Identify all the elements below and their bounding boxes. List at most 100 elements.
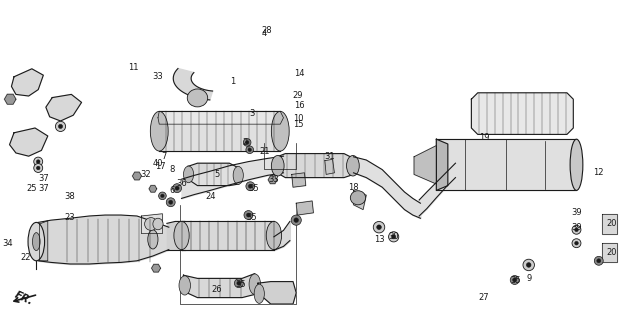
Ellipse shape: [266, 221, 282, 250]
Circle shape: [526, 263, 531, 267]
Ellipse shape: [153, 218, 163, 230]
Text: 15: 15: [293, 120, 303, 129]
Text: 35: 35: [247, 213, 257, 222]
Polygon shape: [602, 214, 617, 234]
Polygon shape: [132, 172, 141, 180]
Circle shape: [389, 232, 399, 242]
Ellipse shape: [145, 218, 157, 230]
Polygon shape: [149, 186, 157, 192]
Text: 3: 3: [249, 109, 254, 118]
Text: 33: 33: [153, 72, 163, 81]
Text: 16: 16: [294, 101, 304, 110]
Circle shape: [392, 235, 396, 239]
Polygon shape: [173, 68, 213, 100]
Text: 4: 4: [262, 29, 267, 38]
Text: 11: 11: [129, 63, 139, 72]
Ellipse shape: [32, 233, 40, 251]
Text: 13: 13: [374, 236, 384, 244]
Text: 1: 1: [230, 77, 235, 86]
Text: 27: 27: [479, 293, 489, 302]
Ellipse shape: [254, 284, 264, 303]
Circle shape: [36, 160, 40, 164]
Text: 18: 18: [348, 183, 359, 192]
Text: 19: 19: [479, 133, 489, 142]
Text: 35: 35: [511, 276, 521, 285]
Ellipse shape: [28, 222, 45, 261]
Circle shape: [36, 166, 40, 170]
Polygon shape: [46, 94, 82, 121]
Text: 39: 39: [571, 223, 582, 232]
Text: 6: 6: [169, 186, 175, 195]
Text: 26: 26: [211, 285, 222, 294]
Polygon shape: [602, 243, 617, 262]
Text: 37: 37: [38, 174, 48, 183]
Polygon shape: [414, 146, 436, 184]
Text: 20: 20: [606, 248, 617, 257]
Polygon shape: [158, 111, 283, 124]
Circle shape: [247, 213, 250, 217]
Circle shape: [161, 194, 164, 197]
Circle shape: [248, 184, 252, 188]
Ellipse shape: [347, 156, 359, 176]
Polygon shape: [471, 93, 573, 134]
Text: 35: 35: [248, 184, 259, 193]
Circle shape: [173, 184, 182, 193]
Polygon shape: [292, 173, 306, 187]
Polygon shape: [268, 176, 277, 184]
Ellipse shape: [187, 89, 208, 107]
Polygon shape: [188, 163, 239, 186]
Text: 2: 2: [243, 138, 248, 147]
Text: 32: 32: [140, 170, 150, 179]
Text: 39: 39: [571, 208, 582, 217]
Ellipse shape: [570, 139, 583, 190]
Polygon shape: [11, 69, 43, 96]
Text: 28: 28: [261, 26, 271, 35]
Ellipse shape: [350, 191, 366, 205]
Text: FR.: FR.: [13, 290, 35, 307]
Text: 12: 12: [594, 168, 604, 177]
Circle shape: [169, 200, 173, 204]
Circle shape: [575, 241, 578, 245]
Polygon shape: [182, 221, 274, 250]
Text: 20: 20: [606, 220, 617, 228]
Circle shape: [59, 124, 62, 128]
Circle shape: [34, 164, 43, 172]
Text: 31: 31: [325, 152, 335, 161]
Polygon shape: [296, 201, 313, 215]
Polygon shape: [325, 159, 334, 174]
Text: 37: 37: [38, 184, 48, 193]
Polygon shape: [141, 214, 162, 234]
Text: 38: 38: [65, 192, 75, 201]
Polygon shape: [4, 94, 16, 104]
Polygon shape: [183, 274, 255, 298]
Ellipse shape: [233, 166, 243, 184]
Circle shape: [572, 225, 581, 234]
Text: 35: 35: [236, 280, 246, 289]
Text: 23: 23: [65, 213, 75, 222]
Circle shape: [159, 192, 166, 200]
Circle shape: [55, 121, 66, 132]
Circle shape: [246, 146, 254, 154]
Text: 10: 10: [293, 114, 303, 123]
Circle shape: [575, 228, 578, 232]
Polygon shape: [10, 128, 48, 156]
Text: 33: 33: [269, 175, 279, 184]
Polygon shape: [152, 264, 161, 272]
Text: 24: 24: [205, 192, 215, 201]
Circle shape: [248, 148, 252, 151]
Circle shape: [243, 139, 251, 146]
Polygon shape: [258, 282, 296, 304]
Ellipse shape: [174, 221, 189, 250]
Text: 36: 36: [176, 180, 187, 188]
Polygon shape: [354, 190, 366, 210]
Text: 17: 17: [155, 162, 166, 171]
Ellipse shape: [249, 274, 261, 294]
Circle shape: [34, 157, 43, 166]
Circle shape: [291, 215, 301, 225]
Polygon shape: [436, 139, 448, 190]
Text: 9: 9: [526, 274, 531, 283]
Circle shape: [523, 259, 534, 271]
Text: 8: 8: [169, 165, 175, 174]
Ellipse shape: [183, 166, 194, 183]
Ellipse shape: [271, 156, 284, 176]
